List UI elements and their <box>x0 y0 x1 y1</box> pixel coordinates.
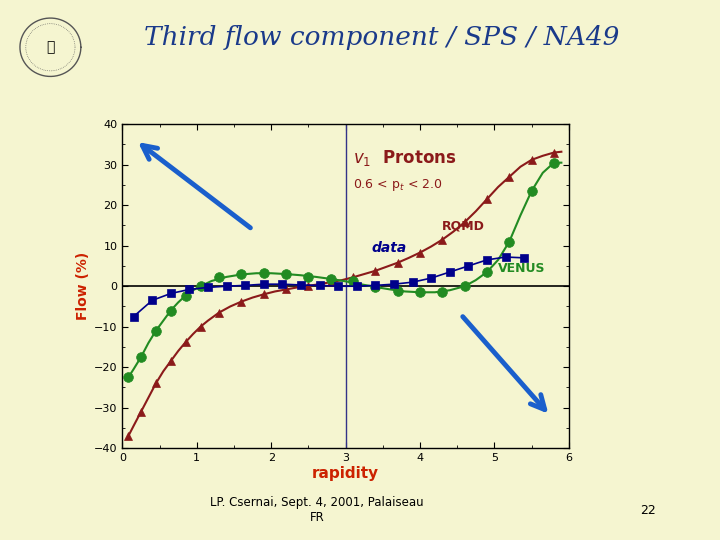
Text: RQMD: RQMD <box>442 219 485 233</box>
Text: VENUS: VENUS <box>498 262 546 275</box>
Text: Third flow component / SPS / NA49: Third flow component / SPS / NA49 <box>144 25 619 50</box>
Text: 0.6 < p$_t$ < 2.0: 0.6 < p$_t$ < 2.0 <box>353 177 443 193</box>
X-axis label: rapidity: rapidity <box>312 466 379 481</box>
Text: 🦉: 🦉 <box>46 40 55 54</box>
Text: LP. Csernai, Sept. 4, 2001, Palaiseau
FR: LP. Csernai, Sept. 4, 2001, Palaiseau FR <box>210 496 423 524</box>
Text: 22: 22 <box>640 504 656 517</box>
Text: data: data <box>372 241 407 255</box>
Text: $v_1$  Protons: $v_1$ Protons <box>353 148 456 168</box>
Y-axis label: Flow (%): Flow (%) <box>76 252 90 320</box>
